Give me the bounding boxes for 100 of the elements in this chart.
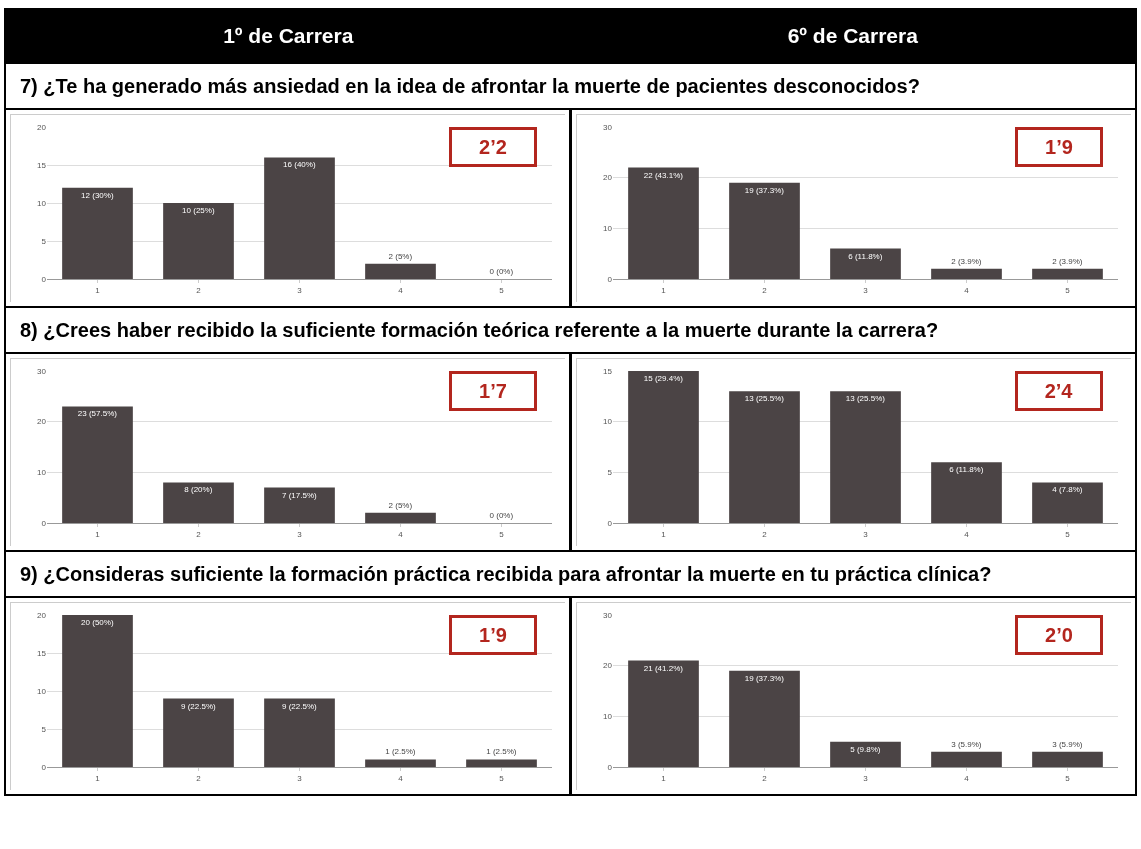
data-label: 19 (37.3%) — [744, 185, 785, 195]
y-tick-label: 15 — [37, 160, 47, 170]
x-tick-label: 1 — [661, 285, 667, 295]
bar — [365, 759, 436, 767]
data-label: 1 (2.5%) — [385, 747, 416, 757]
y-tick-label: 20 — [37, 417, 47, 427]
x-tick-label: 3 — [297, 773, 303, 783]
annotation: 2’2 — [479, 136, 507, 158]
bar — [264, 157, 335, 279]
bar — [830, 248, 901, 279]
bar — [163, 203, 234, 279]
x-tick-label: 5 — [1065, 529, 1071, 539]
data-label: 2 (5%) — [388, 251, 413, 261]
annotation: 1’7 — [479, 380, 507, 402]
y-tick-label: 0 — [607, 274, 613, 284]
x-tick-label: 1 — [661, 529, 667, 539]
data-label: 2 (3.9%) — [1052, 256, 1083, 266]
y-tick-label: 30 — [603, 122, 613, 132]
bar — [729, 670, 800, 767]
x-tick-label: 5 — [1065, 285, 1071, 295]
y-tick-label: 5 — [607, 468, 613, 478]
data-label: 8 (20%) — [184, 485, 213, 495]
y-tick-label: 30 — [603, 610, 613, 620]
bar — [628, 371, 699, 523]
x-tick-label: 3 — [297, 285, 303, 295]
data-label: 9 (22.5%) — [180, 701, 217, 711]
data-label: 19 (37.3%) — [744, 673, 785, 683]
y-tick-label: 0 — [41, 518, 47, 528]
data-label: 10 (25%) — [182, 206, 215, 215]
data-label: 15 (29.4%) — [643, 374, 684, 383]
x-tick-label: 1 — [95, 285, 101, 295]
y-tick-label: 0 — [607, 518, 613, 528]
x-tick-label: 1 — [95, 773, 101, 783]
data-label: 3 (5.9%) — [951, 739, 982, 749]
data-label: 0 (0%) — [489, 511, 514, 520]
data-label: 2 (3.9%) — [951, 256, 982, 266]
data-label: 4 (7.8%) — [1052, 485, 1083, 495]
annotation: 1’9 — [1045, 136, 1073, 158]
x-tick-label: 5 — [499, 285, 505, 295]
chart-title: 7) ¿Te ha generado más ansiedad en la idea de afrontar la muerte de pacientes desconocidos? — [6, 62, 1135, 110]
y-tick-label: 10 — [603, 712, 613, 722]
y-tick-label: 20 — [37, 610, 47, 620]
x-tick-label: 1 — [661, 773, 667, 783]
bar — [1032, 482, 1103, 523]
y-tick-label: 20 — [603, 661, 613, 671]
bar — [1032, 751, 1103, 767]
data-label: 5 (9.8%) — [850, 744, 881, 754]
data-label: 7 (17.5%) — [281, 490, 318, 500]
chart-subtitle: 1º de Carrera — [222, 23, 355, 49]
x-tick-label: 4 — [398, 529, 404, 539]
y-tick-label: 10 — [603, 224, 613, 234]
chart-title: 8) ¿Crees haber recibido la suficiente formación teórica referente a la muerte durante la carrera? — [6, 306, 1135, 354]
x-tick-label: 2 — [762, 285, 768, 295]
x-tick-label: 5 — [499, 773, 505, 783]
x-tick-label: 3 — [863, 285, 869, 295]
annotation: 2’4 — [1044, 380, 1074, 402]
y-tick-label: 30 — [37, 366, 47, 376]
data-label: 6 (11.8%) — [949, 465, 984, 475]
x-tick-label: 1 — [95, 529, 101, 539]
x-tick-label: 5 — [1065, 773, 1071, 783]
data-label: 6 (11.8%) — [848, 251, 883, 261]
x-tick-label: 4 — [964, 285, 970, 295]
y-tick-label: 20 — [37, 122, 47, 132]
y-tick-label: 15 — [603, 366, 613, 376]
bar — [931, 462, 1002, 523]
bar — [830, 741, 901, 767]
bar — [628, 167, 699, 279]
x-tick-label: 4 — [964, 529, 970, 539]
y-tick-label: 5 — [41, 724, 47, 734]
x-tick-label: 4 — [398, 773, 404, 783]
annotation: 2’0 — [1045, 624, 1073, 646]
bar — [365, 512, 436, 523]
x-tick-label: 4 — [964, 773, 970, 783]
y-tick-label: 20 — [603, 173, 613, 183]
x-tick-label: 2 — [762, 529, 768, 539]
y-tick-label: 0 — [41, 274, 47, 284]
data-label: 22 (43.1%) — [643, 170, 684, 180]
x-tick-label: 2 — [196, 529, 202, 539]
bar — [163, 698, 234, 767]
y-tick-label: 10 — [37, 198, 47, 208]
y-tick-label: 10 — [37, 468, 47, 478]
data-label: 23 (57.5%) — [77, 409, 118, 419]
bar — [62, 406, 133, 523]
chart-subtitle: 6º de Carrera — [786, 23, 919, 49]
bar — [830, 391, 901, 523]
x-tick-label: 3 — [863, 773, 869, 783]
x-tick-label: 2 — [196, 773, 202, 783]
bar — [62, 187, 133, 279]
bar — [729, 391, 800, 523]
y-tick-label: 15 — [37, 648, 47, 658]
data-label: 21 (41.2%) — [643, 663, 684, 673]
y-tick-label: 10 — [37, 686, 47, 696]
bar — [729, 182, 800, 279]
y-tick-label: 5 — [41, 236, 47, 246]
annotation: 1’9 — [479, 624, 507, 646]
data-label: 9 (22.5%) — [281, 701, 318, 711]
data-label: 3 (5.9%) — [1052, 739, 1083, 749]
data-label: 13 (25.5%) — [744, 394, 785, 404]
bar — [1032, 268, 1103, 279]
x-tick-label: 3 — [863, 529, 869, 539]
